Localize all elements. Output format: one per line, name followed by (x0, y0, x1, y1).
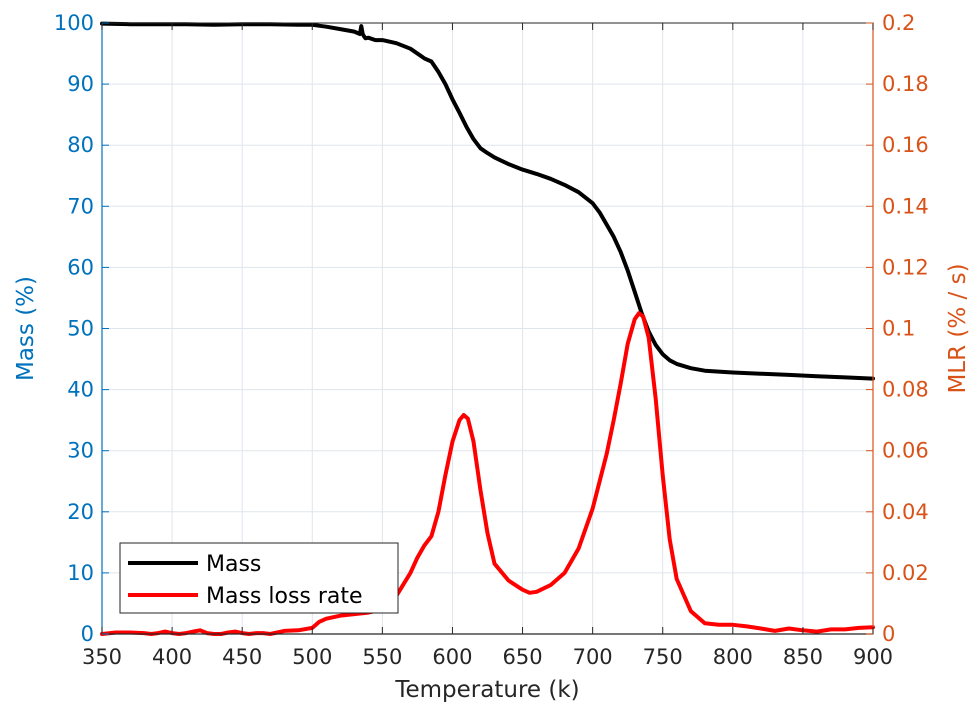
y-right-tick-label: 0.16 (882, 133, 929, 157)
y-axis-left-label: Mass (%) (13, 276, 39, 381)
y-left-tick-label: 70 (67, 194, 94, 218)
x-tick-label: 700 (573, 645, 613, 669)
y-left-tick-label: 20 (67, 500, 94, 524)
y-right-tick-label: 0.02 (882, 561, 929, 585)
mass-series-line (100, 21, 875, 381)
y-right-tick-label: 0.2 (882, 11, 915, 35)
x-tick-label: 650 (502, 645, 542, 669)
x-tick-label: 800 (713, 645, 753, 669)
x-tick-label: 350 (82, 645, 122, 669)
x-tick-label: 550 (362, 645, 402, 669)
y-left-tick-label: 90 (67, 72, 94, 96)
y-left-tick-label: 30 (67, 439, 94, 463)
legend-label: Mass loss rate (206, 584, 363, 609)
x-axis-label: Temperature (k) (394, 677, 579, 703)
axes: 350 400 450 500 550 600 650 700 750 800 850 9000102… (54, 11, 929, 669)
legend-box (119, 542, 399, 614)
y-right-tick-label: 0.06 (882, 439, 929, 463)
legend: Mass Mass loss rate (119, 542, 399, 614)
y-left-tick-label: 60 (67, 255, 94, 279)
y-left-tick-label: 0 (81, 622, 94, 646)
x-tick-label: 400 (152, 645, 192, 669)
y-right-tick-label: 0.18 (882, 72, 929, 96)
x-tick-label: 450 (222, 645, 262, 669)
y-right-tick-label: 0.04 (882, 500, 929, 524)
y-left-tick-label: 10 (67, 561, 94, 585)
y-left-tick-label: 50 (67, 317, 94, 341)
y-left-tick-label: 80 (67, 133, 94, 157)
x-tick-label: 600 (432, 645, 472, 669)
y-right-tick-label: 0.12 (882, 255, 929, 279)
y-left-tick-label: 40 (67, 378, 94, 402)
grid-lines (101, 22, 874, 635)
y-left-tick-label: 100 (54, 11, 94, 35)
y-right-tick-label: 0.1 (882, 317, 915, 341)
x-tick-label: 500 (292, 645, 332, 669)
legend-label: Mass (206, 552, 261, 577)
y-right-tick-label: 0.14 (882, 194, 929, 218)
y-right-tick-label: 0 (882, 622, 895, 646)
x-tick-label: 900 (853, 645, 893, 669)
y-right-tick-label: 0.08 (882, 378, 929, 402)
x-tick-label: 850 (783, 645, 823, 669)
y-axis-right-label: MLR (% / s) (945, 263, 971, 393)
x-tick-label: 750 (643, 645, 683, 669)
